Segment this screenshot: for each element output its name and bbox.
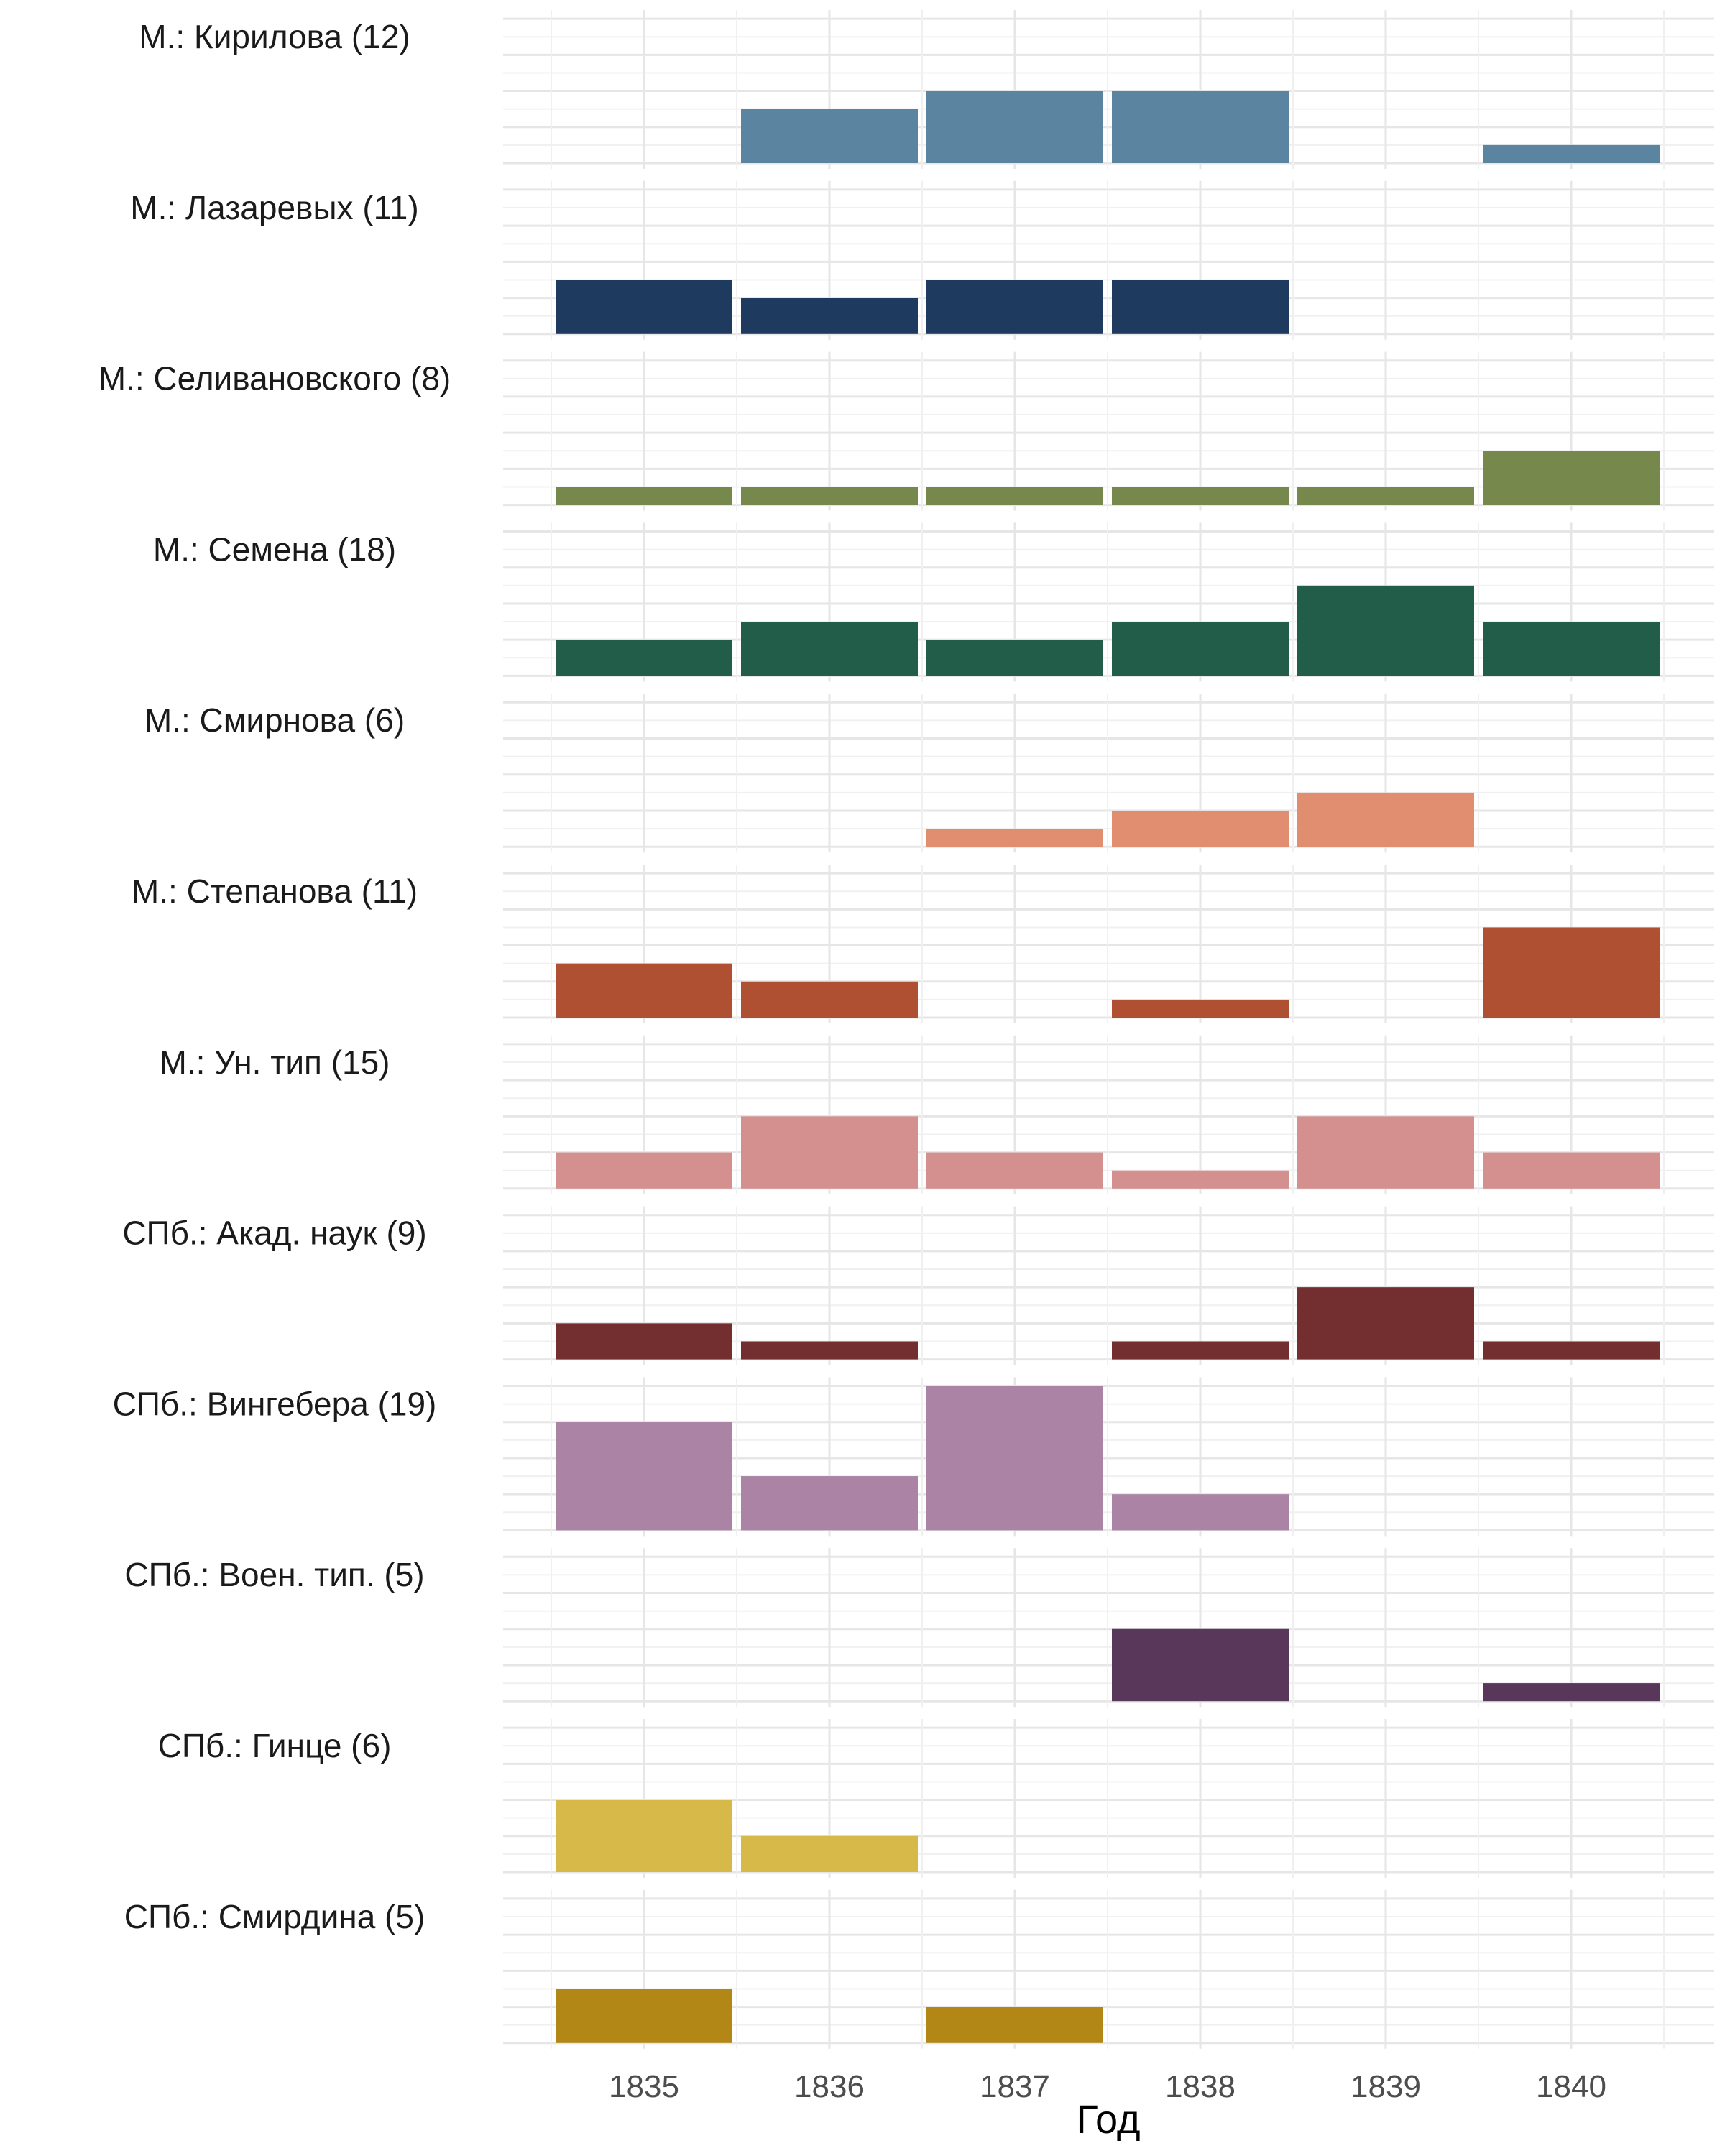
panel: М.: Смирнова (6) [144,694,1714,853]
panel: СПб.: Воен. тип. (5) [124,1548,1714,1708]
x-axis-title: Год [1076,2096,1140,2142]
x-tick-label: 1837 [980,2069,1050,2104]
bar [556,640,732,676]
x-tick-label: 1838 [1165,2069,1236,2104]
x-tick-label: 1840 [1536,2069,1606,2104]
panel-label: М.: Степанова (11) [132,872,418,910]
panel: СПб.: Смирдина (5) [124,1889,1714,2049]
panel-label: СПб.: Воен. тип. (5) [124,1556,424,1593]
panel-label: М.: Смирнова (6) [144,701,405,739]
bar [1112,622,1289,676]
panel: СПб.: Вингебера (19) [113,1377,1714,1537]
panel-label: СПб.: Гинце (6) [158,1727,392,1764]
bar [556,1152,732,1189]
bar [926,829,1103,847]
bar [556,1422,732,1531]
bar [1483,1683,1660,1702]
bar [741,109,918,163]
x-tick-label: 1836 [794,2069,865,2104]
bar [1297,1116,1474,1189]
bar [1112,1628,1289,1702]
bar [1112,91,1289,163]
bar [1112,999,1289,1018]
bar [1297,585,1474,676]
bar [1112,280,1289,334]
panel: М.: Селивановского (8) [98,351,1714,511]
chart-panels: М.: Кирилова (12) М.: Лазаревых (11) М.: С… [98,10,1714,2049]
panel: М.: Ун. тип (15) [159,1035,1714,1194]
bar [926,91,1103,163]
panel: М.: Лазаревых (11) [130,180,1714,340]
bar [926,2007,1103,2043]
bar [1483,1152,1660,1189]
bar [741,1341,918,1360]
bar [741,981,918,1018]
panel: СПб.: Акад. наук (9) [122,1206,1714,1365]
bar [1297,487,1474,505]
bar [556,1989,732,2043]
bar [556,487,732,505]
panel-label: М.: Ун. тип (15) [159,1044,390,1081]
bar [741,298,918,334]
bar [926,1152,1103,1189]
panel: СПб.: Гинце (6) [158,1719,1714,1878]
bar [926,487,1103,505]
bar [556,1800,732,1872]
bar [926,640,1103,676]
panel-label: СПб.: Вингебера (19) [113,1385,437,1422]
panel-label: М.: Семена (18) [153,530,396,568]
bar [1112,1494,1289,1531]
bar [556,1323,732,1360]
panel-label: СПб.: Смирдина (5) [124,1898,426,1935]
bar [1483,622,1660,676]
bar [1112,1170,1289,1189]
bar [741,487,918,505]
x-tick-label: 1835 [609,2069,679,2104]
bar [741,1116,918,1189]
bar [926,1386,1103,1531]
bar [1297,1287,1474,1360]
bar [741,1835,918,1872]
bar [741,622,918,676]
panel-label: СПб.: Акад. наук (9) [122,1215,426,1252]
bar [1483,451,1660,505]
bar [1483,144,1660,163]
bar [1112,487,1289,505]
bar [741,1476,918,1531]
bar [926,280,1103,334]
bar [1112,810,1289,847]
bar [556,963,732,1018]
panel: М.: Степанова (11) [132,865,1714,1023]
panel-label: М.: Лазаревых (11) [130,189,418,226]
bar [1483,1341,1660,1360]
x-tick-label: 1839 [1351,2069,1421,2104]
bar [1112,1341,1289,1360]
panel: М.: Кирилова (12) [139,10,1714,169]
bar [556,280,732,334]
panel: М.: Семена (18) [153,522,1714,682]
x-axis-ticks: 1835 1836 1837 1838 1839 1840 [609,2069,1606,2104]
panel-label: М.: Кирилова (12) [139,18,410,55]
panel-label: М.: Селивановского (8) [98,360,451,397]
bar [1483,927,1660,1018]
bar [1297,792,1474,847]
